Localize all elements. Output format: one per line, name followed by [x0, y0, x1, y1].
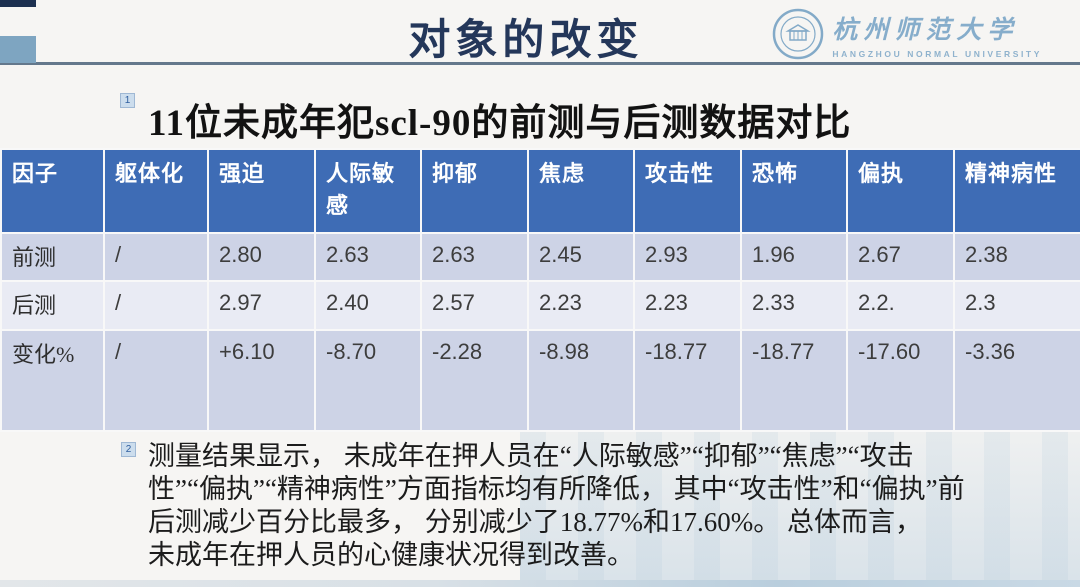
- col-header-anxiety: 焦虑: [527, 148, 635, 234]
- bullet-badge-1: 1: [120, 93, 135, 108]
- row-label-pretest: 前测: [0, 232, 105, 282]
- table-row-change-percent: 变化% / +6.10 -8.70 -2.28 -8.98 -18.77 -18…: [0, 329, 1080, 432]
- cell-pretest-paranoia: 2.67: [846, 232, 955, 282]
- cell-change-obsession: +6.10: [207, 329, 316, 432]
- row-label-posttest: 后测: [0, 280, 105, 331]
- bottom-edge-strip: [0, 580, 1080, 587]
- col-header-hostility: 攻击性: [633, 148, 742, 234]
- scl90-comparison-table: 因子 躯体化 强迫 人际敏感 抑郁 焦虑 攻击性 恐怖 偏执 精神病性 前测 /…: [0, 148, 1080, 432]
- row-label-change: 变化%: [0, 329, 105, 432]
- cell-pretest-anxiety: 2.45: [527, 232, 635, 282]
- cell-pretest-somatization: /: [103, 232, 209, 282]
- cell-posttest-interpersonal: 2.40: [314, 280, 422, 331]
- analysis-line-4: 未成年在押人员的心健康状况得到改善。: [148, 540, 634, 570]
- analysis-paragraph: 测量结果显示， 未成年在押人员在“人际敏感”“抑郁”“焦虑”“攻击 性”“偏执”…: [148, 440, 978, 572]
- table-row-pretest: 前测 / 2.80 2.63 2.63 2.45 2.93 1.96 2.67 …: [0, 232, 1080, 282]
- cell-change-psychoticism: -3.36: [953, 329, 1080, 432]
- cell-posttest-phobia: 2.33: [740, 280, 848, 331]
- logo-chinese-name: 杭州师范大学: [832, 16, 1019, 44]
- corner-accent-square: [0, 36, 36, 63]
- col-header-factor: 因子: [0, 148, 105, 234]
- cell-change-paranoia: -17.60: [846, 329, 955, 432]
- cell-change-phobia: -18.77: [740, 329, 848, 432]
- table-header-row: 因子 躯体化 强迫 人际敏感 抑郁 焦虑 攻击性 恐怖 偏执 精神病性: [0, 148, 1080, 234]
- cell-posttest-paranoia: 2.2.: [846, 280, 955, 331]
- cell-change-anxiety: -8.98: [527, 329, 635, 432]
- col-header-phobia: 恐怖: [740, 148, 848, 234]
- cell-pretest-obsession: 2.80: [207, 232, 316, 282]
- col-header-somatization: 躯体化: [103, 148, 209, 234]
- col-header-depression: 抑郁: [420, 148, 529, 234]
- bullet-badge-2: 2: [121, 442, 136, 457]
- university-logo: 杭州师范大学 HANGZHOU NORMAL UNIVERSITY: [772, 8, 1042, 60]
- col-header-interpersonal-sensitivity: 人际敏感: [314, 148, 422, 234]
- cell-posttest-psychoticism: 2.3: [953, 280, 1080, 331]
- cell-posttest-somatization: /: [103, 280, 209, 331]
- cell-pretest-hostility: 2.93: [633, 232, 742, 282]
- cell-change-hostility: -18.77: [633, 329, 742, 432]
- top-accent-bar: [0, 0, 36, 7]
- col-header-paranoia: 偏执: [846, 148, 955, 234]
- table-title: 11位未成年犯scl-90的前测与后测数据对比: [148, 103, 852, 144]
- header-divider-line: [0, 62, 1080, 65]
- analysis-line-2: 性”“偏执”“精神病性”方面指标均有所降低， 其中“攻击性”和“偏执”前: [148, 474, 965, 504]
- cell-pretest-interpersonal: 2.63: [314, 232, 422, 282]
- cell-posttest-obsession: 2.97: [207, 280, 316, 331]
- cell-pretest-depression: 2.63: [420, 232, 529, 282]
- slide-title: 对象的改变: [408, 18, 644, 64]
- cell-pretest-psychoticism: 2.38: [953, 232, 1080, 282]
- col-header-psychoticism: 精神病性: [953, 148, 1080, 234]
- cell-change-interpersonal: -8.70: [314, 329, 422, 432]
- cell-pretest-phobia: 1.96: [740, 232, 848, 282]
- logo-english-name: HANGZHOU NORMAL UNIVERSITY: [832, 48, 1042, 59]
- cell-change-somatization: /: [103, 329, 209, 432]
- university-seal-icon: [772, 8, 824, 60]
- analysis-line-3: 后测减少百分比最多， 分别减少了18.77%和17.60%。 总体而言，: [148, 507, 922, 537]
- cell-posttest-anxiety: 2.23: [527, 280, 635, 331]
- cell-posttest-hostility: 2.23: [633, 280, 742, 331]
- analysis-line-1: 测量结果显示， 未成年在押人员在“人际敏感”“抑郁”“焦虑”“攻击: [148, 441, 914, 471]
- cell-change-depression: -2.28: [420, 329, 529, 432]
- table-row-posttest: 后测 / 2.97 2.40 2.57 2.23 2.23 2.33 2.2. …: [0, 280, 1080, 331]
- col-header-obsession: 强迫: [207, 148, 316, 234]
- cell-posttest-depression: 2.57: [420, 280, 529, 331]
